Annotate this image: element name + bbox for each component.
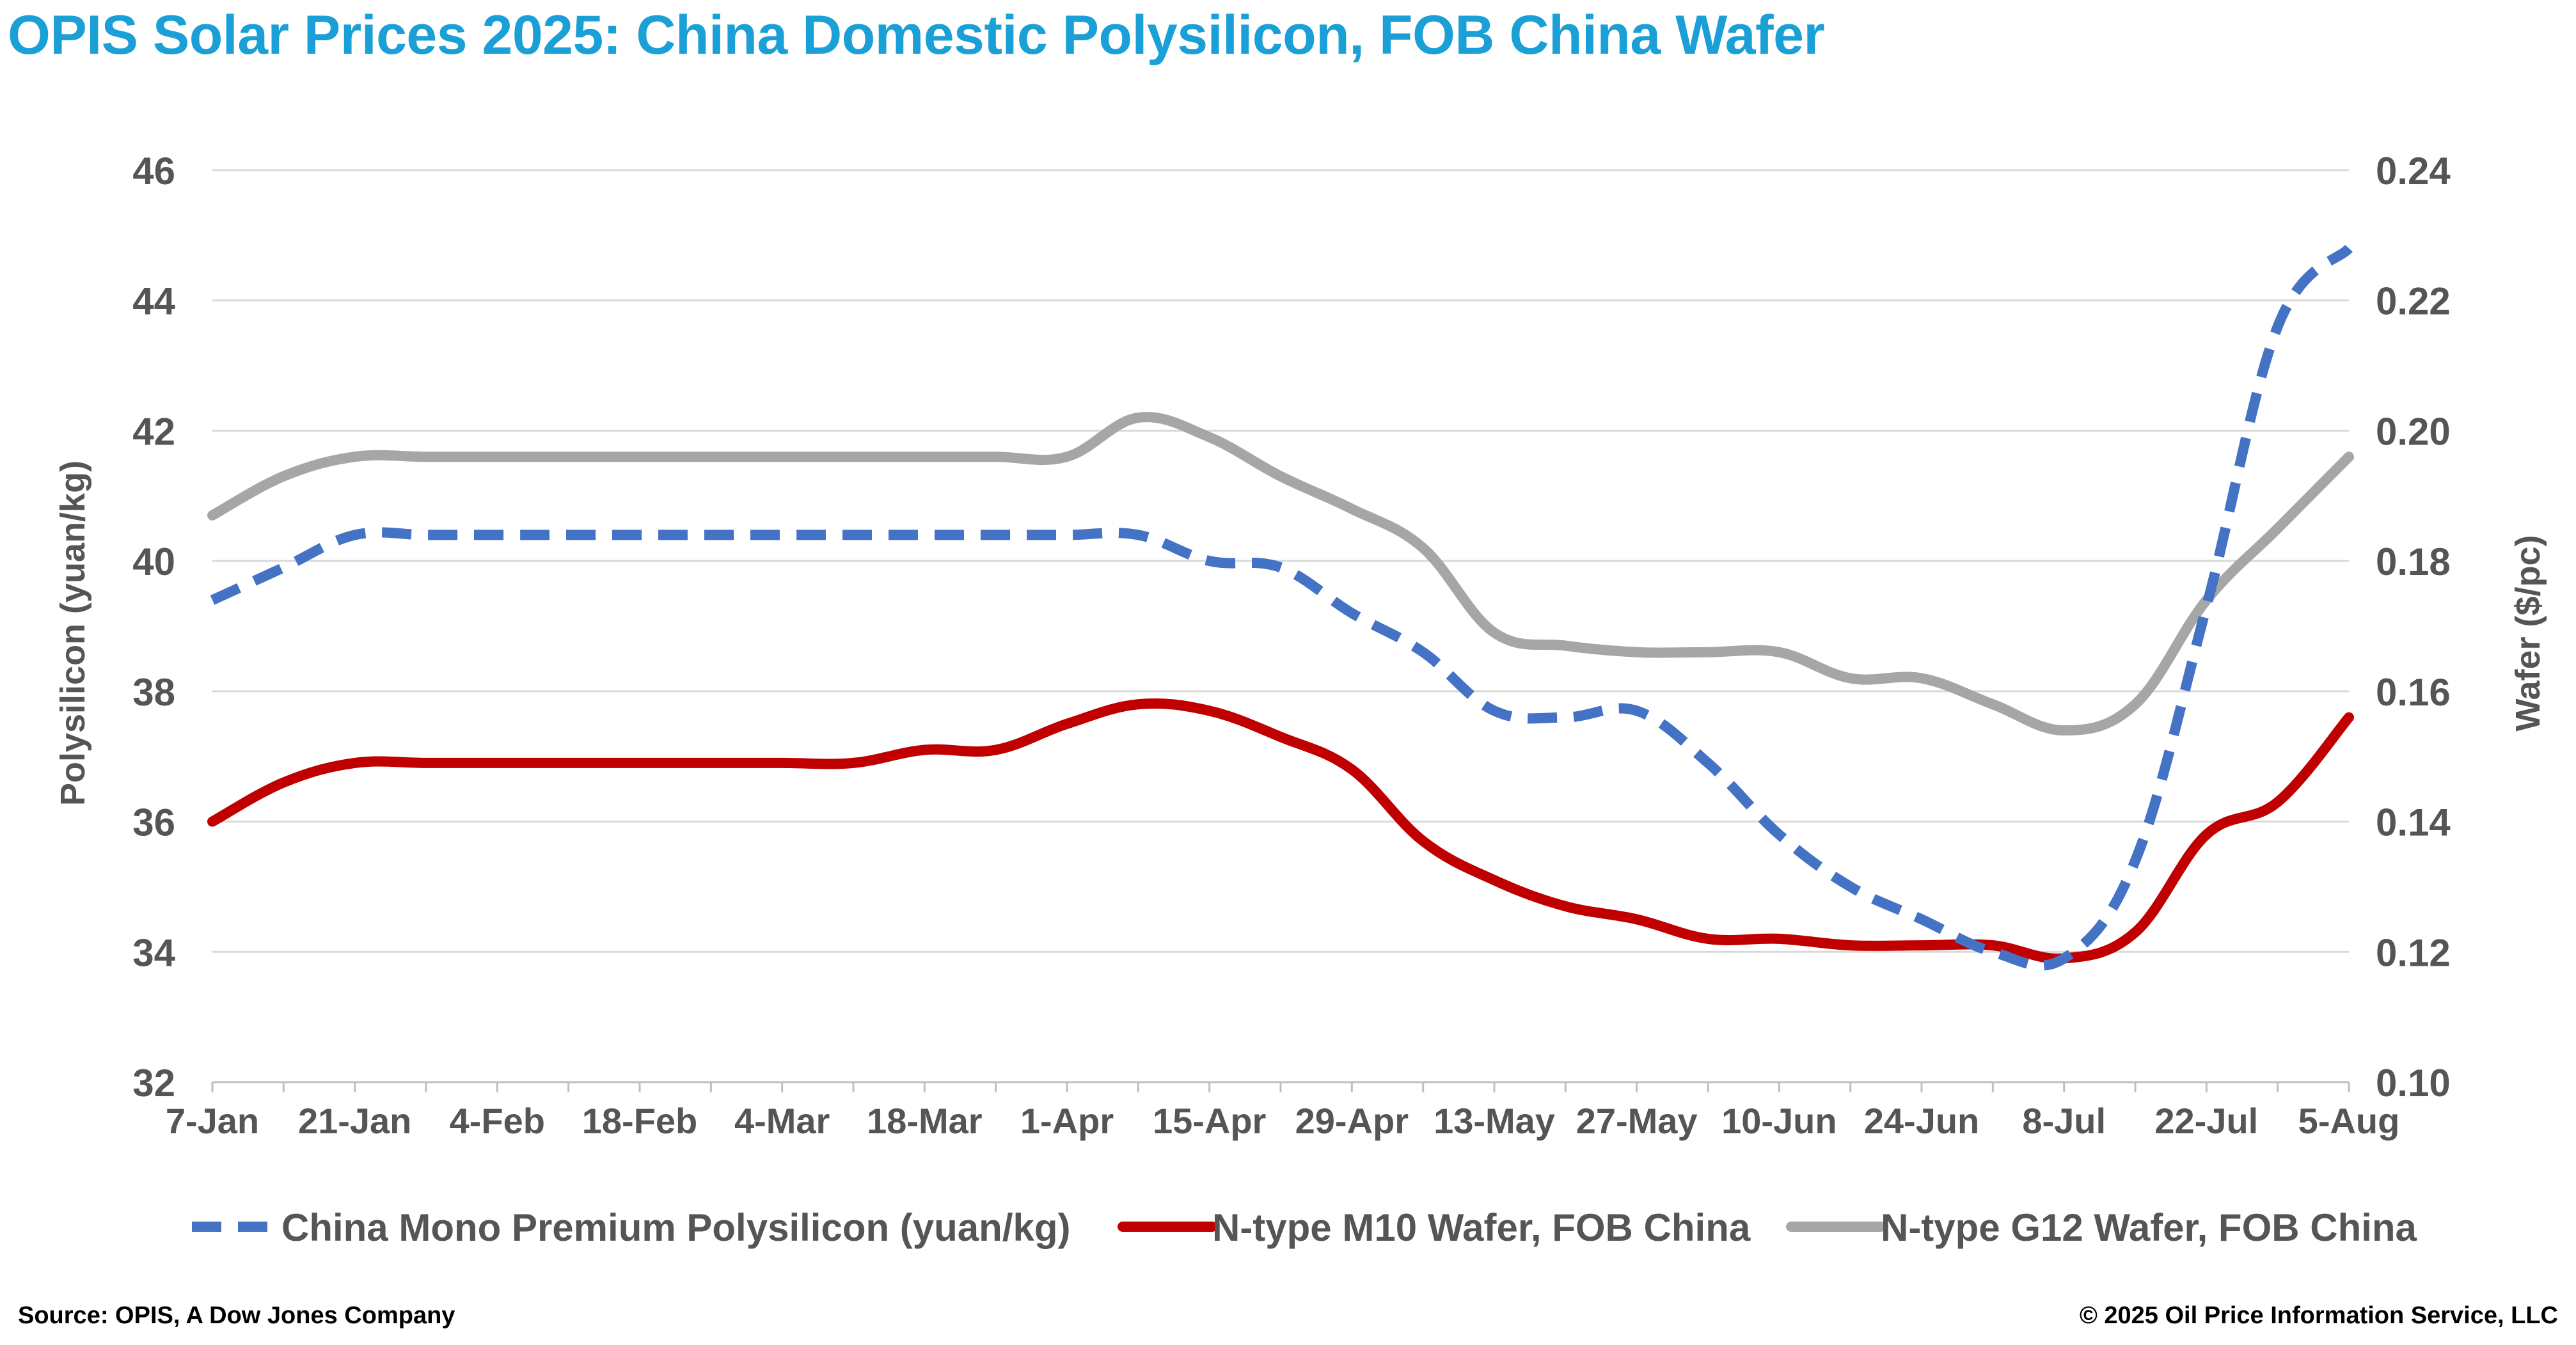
x-tick-label: 10-Jun: [1721, 1101, 1837, 1141]
right-tick-label: 0.18: [2376, 540, 2451, 583]
x-tick-label: 5-Aug: [2298, 1101, 2400, 1141]
x-tick-label: 18-Feb: [582, 1101, 698, 1141]
left-tick-label: 38: [132, 671, 175, 714]
x-tick-label: 13-May: [1434, 1101, 1555, 1141]
right-tick-label: 0.12: [2376, 931, 2451, 974]
right-tick-label: 0.16: [2376, 671, 2451, 714]
legend-label: N-type M10 Wafer, FOB China: [1212, 1206, 1751, 1249]
right-tick-label: 0.10: [2376, 1062, 2451, 1105]
x-tick-label: 18-Mar: [867, 1101, 983, 1141]
series-line-m10-wafer: [207, 698, 2354, 964]
right-axis-label: Wafer ($/pc): [2509, 535, 2547, 731]
copyright-note: © 2025 Oil Price Information Service, LL…: [2079, 1302, 2558, 1329]
left-tick-label: 36: [132, 801, 175, 844]
legend-label: China Mono Premium Polysilicon (yuan/kg): [281, 1206, 1071, 1249]
legend: China Mono Premium Polysilicon (yuan/kg)…: [192, 1206, 2417, 1249]
series-line-g12-wafer: [207, 412, 2354, 735]
x-tick-label: 4-Mar: [734, 1101, 830, 1141]
left-tick-label: 32: [132, 1062, 175, 1105]
legend-item-polysilicon: China Mono Premium Polysilicon (yuan/kg): [192, 1206, 1071, 1249]
x-axis-ticks: 7-Jan 21-Jan 4-Feb 18-Feb 4-Mar 18-Mar 1-Apr 15…: [166, 1082, 2399, 1141]
right-tick-label: 0.20: [2376, 410, 2451, 453]
x-tick-label: 1-Apr: [1020, 1101, 1114, 1141]
x-tick-label: 4-Feb: [450, 1101, 545, 1141]
series-lines: [207, 244, 2354, 971]
right-tick-label: 0.22: [2376, 280, 2451, 323]
left-tick-label: 44: [132, 280, 175, 323]
source-note: Source: OPIS, A Dow Jones Company: [18, 1302, 455, 1329]
x-tick-label: 22-Jul: [2154, 1101, 2258, 1141]
series-line-polysilicon: [210, 244, 2353, 971]
x-tick-label: 21-Jan: [298, 1101, 411, 1141]
right-tick-label: 0.14: [2376, 801, 2451, 844]
left-axis-label: Polysilicon (yuan/kg): [54, 460, 92, 806]
legend-label: N-type G12 Wafer, FOB China: [1881, 1206, 2417, 1249]
legend-item-g12-wafer: N-type G12 Wafer, FOB China: [1786, 1206, 2417, 1249]
left-tick-label: 46: [132, 150, 175, 193]
x-tick-label: 15-Apr: [1153, 1101, 1266, 1141]
chart-title: OPIS Solar Prices 2025: China Domestic P…: [8, 4, 1825, 66]
right-axis-ticks: 0.10 0.12 0.14 0.16 0.18 0.20 0.22 0.24: [2376, 150, 2451, 1105]
left-tick-label: 40: [132, 540, 175, 583]
left-tick-label: 34: [132, 931, 175, 974]
x-tick-label: 27-May: [1576, 1101, 1698, 1141]
right-tick-label: 0.24: [2376, 150, 2451, 193]
x-tick-label: 7-Jan: [166, 1101, 259, 1141]
x-tick-label: 29-Apr: [1295, 1101, 1409, 1141]
legend-item-m10-wafer: N-type M10 Wafer, FOB China: [1118, 1206, 1751, 1249]
left-tick-label: 42: [132, 410, 175, 453]
x-tick-label: 8-Jul: [2022, 1101, 2106, 1141]
gridlines: [212, 169, 2349, 1083]
left-axis-ticks: 32 34 36 38 40 42 44 46: [132, 150, 175, 1105]
x-tick-label: 24-Jun: [1864, 1101, 1980, 1141]
